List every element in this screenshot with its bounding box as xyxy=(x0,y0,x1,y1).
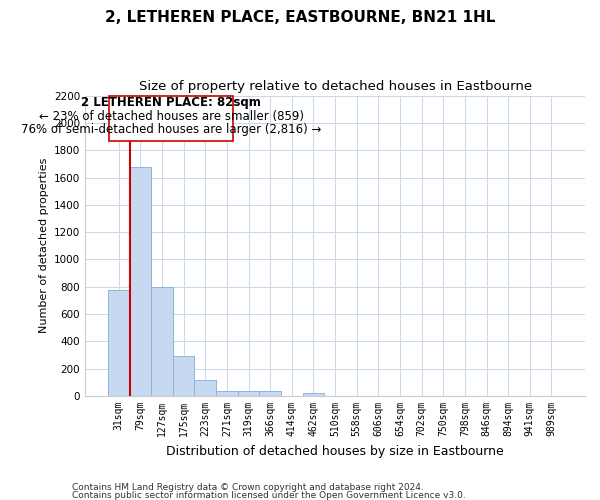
Bar xyxy=(108,290,130,396)
Title: Size of property relative to detached houses in Eastbourne: Size of property relative to detached ho… xyxy=(139,80,532,93)
Bar xyxy=(130,166,151,396)
Bar xyxy=(194,380,216,396)
Y-axis label: Number of detached properties: Number of detached properties xyxy=(38,158,49,334)
FancyBboxPatch shape xyxy=(109,96,233,142)
Bar xyxy=(259,392,281,396)
Bar xyxy=(173,356,194,396)
Bar xyxy=(216,390,238,396)
Bar xyxy=(151,287,173,396)
Bar xyxy=(238,392,259,396)
Text: Contains public sector information licensed under the Open Government Licence v3: Contains public sector information licen… xyxy=(72,490,466,500)
Text: 2 LETHEREN PLACE: 82sqm: 2 LETHEREN PLACE: 82sqm xyxy=(81,96,261,108)
Text: 2, LETHEREN PLACE, EASTBOURNE, BN21 1HL: 2, LETHEREN PLACE, EASTBOURNE, BN21 1HL xyxy=(105,10,495,25)
Bar xyxy=(302,392,324,396)
Text: Contains HM Land Registry data © Crown copyright and database right 2024.: Contains HM Land Registry data © Crown c… xyxy=(72,484,424,492)
Text: ← 23% of detached houses are smaller (859): ← 23% of detached houses are smaller (85… xyxy=(38,110,304,123)
X-axis label: Distribution of detached houses by size in Eastbourne: Distribution of detached houses by size … xyxy=(166,444,504,458)
Text: 76% of semi-detached houses are larger (2,816) →: 76% of semi-detached houses are larger (… xyxy=(21,123,322,136)
